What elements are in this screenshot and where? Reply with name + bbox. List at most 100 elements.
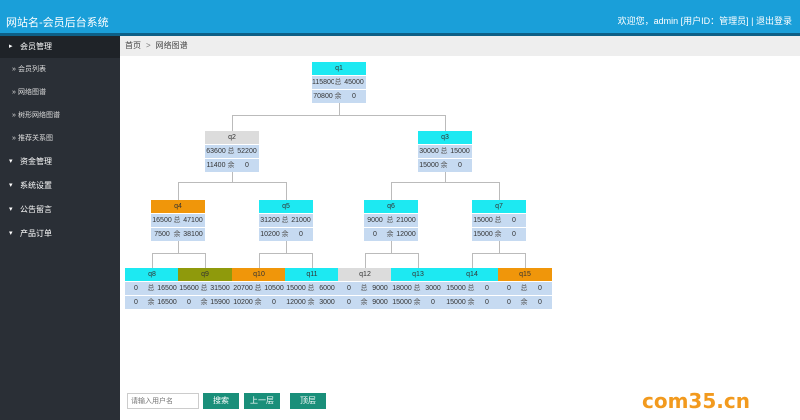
sidebar-group-finance[interactable]: ▾ 资金管理 <box>0 151 120 173</box>
node-name: q6 <box>364 200 418 213</box>
tree-node-q2[interactable]: q2 63600 总 52200 11400 余 0 <box>205 131 259 172</box>
node-left-total: 15000 <box>286 285 306 292</box>
node-left-remain: 15000 <box>392 299 412 306</box>
total-label: 总 <box>227 148 235 155</box>
node-remain-row: 15000 余 0 <box>445 296 499 309</box>
node-right-remain: 9000 <box>372 299 388 306</box>
tree-node-q8[interactable]: q8 0 总 16500 0 余 16500 <box>125 268 179 309</box>
node-total-row: 9000 总 21000 <box>364 214 418 227</box>
watermark-text: com35.cn <box>642 389 750 413</box>
chevron-down-icon: ▾ <box>9 230 13 237</box>
welcome-text[interactable]: 欢迎您，admin [用户ID：管理员] | 退出登录 <box>617 16 792 26</box>
tree-node-q15[interactable]: q15 0 总 0 0 余 0 <box>498 268 552 309</box>
node-right-remain: 0 <box>538 299 542 306</box>
node-remain-row: 11400 余 0 <box>205 159 259 172</box>
remain-label: 余 <box>147 299 155 306</box>
node-left-remain: 0 <box>347 299 351 306</box>
node-left-remain: 0 <box>507 299 511 306</box>
sidebar-item-referral-map[interactable]: » 推荐关系图 <box>0 128 120 150</box>
total-label: 总 <box>413 285 421 292</box>
watermark-graphic: com35.cn <box>642 389 750 413</box>
breadcrumb: 首页 > 网络图谱 <box>120 36 800 56</box>
sidebar-group-settings[interactable]: ▾ 系统设置 <box>0 175 120 197</box>
connector-line <box>286 182 287 200</box>
remain-label: 余 <box>520 299 528 306</box>
sidebar-item-network-map[interactable]: » 网络图谱 <box>0 82 120 104</box>
sidebar-group-notice[interactable]: ▾ 公告留言 <box>0 199 120 221</box>
up-level-button[interactable]: 上一层 <box>244 393 280 409</box>
node-remain-row: 0 余 16500 <box>125 296 179 309</box>
remain-label: 余 <box>307 299 315 306</box>
tree-node-q13[interactable]: q13 18000 总 3000 15000 余 0 <box>391 268 445 309</box>
remain-label: 余 <box>386 231 394 238</box>
total-label: 总 <box>147 285 155 292</box>
node-right-total: 21000 <box>291 217 311 224</box>
node-left-total: 0 <box>507 285 511 292</box>
tree-node-q5[interactable]: q5 31200 总 21000 10200 余 0 <box>259 200 313 241</box>
node-remain-row: 7500 余 38100 <box>151 228 205 241</box>
node-left-remain: 0 <box>373 231 377 238</box>
remain-label: 余 <box>440 162 448 169</box>
connector-line <box>286 241 287 253</box>
username-search-input[interactable] <box>127 393 199 409</box>
tree-node-q14[interactable]: q14 15000 总 0 15000 余 0 <box>445 268 499 309</box>
bullet-icon: » <box>12 89 16 96</box>
chevron-down-icon: ▾ <box>9 158 13 165</box>
node-right-total: 10500 <box>264 285 284 292</box>
node-right-total: 0 <box>512 217 516 224</box>
tree-node-q7[interactable]: q7 15000 总 0 15000 余 0 <box>472 200 526 241</box>
sidebar-group-label: 产品订单 <box>20 229 52 238</box>
connector-line <box>472 253 473 268</box>
top-level-button[interactable]: 顶层 <box>290 393 326 409</box>
sidebar-item-label: 树形网络图谱 <box>18 112 60 119</box>
sidebar-group-label: 资金管理 <box>20 157 52 166</box>
tree-node-q6[interactable]: q6 9000 总 21000 0 余 12000 <box>364 200 418 241</box>
sidebar-item-member-list[interactable]: » 会员列表 <box>0 59 120 81</box>
tree-node-q11[interactable]: q11 15000 总 6000 12000 余 3000 <box>285 268 339 309</box>
watermark-logo: com35.cn <box>640 388 800 414</box>
tree-node-q4[interactable]: q4 16500 总 47100 7500 余 38100 <box>151 200 205 241</box>
connector-line <box>499 241 500 253</box>
connector-line <box>391 182 499 183</box>
sidebar-group-label: 系统设置 <box>20 181 52 190</box>
node-remain-row: 0 余 12000 <box>364 228 418 241</box>
sidebar-group-orders[interactable]: ▾ 产品订单 <box>0 223 120 245</box>
node-left-remain: 15000 <box>419 162 439 169</box>
connector-line <box>391 241 392 253</box>
node-remain-row: 12000 余 3000 <box>285 296 339 309</box>
connector-line <box>232 115 233 131</box>
sidebar-group-member[interactable]: ▸ 会员管理 <box>0 36 120 58</box>
node-right-remain: 0 <box>458 162 462 169</box>
node-name: q5 <box>259 200 313 213</box>
tree-node-q3[interactable]: q3 30000 总 15000 15000 余 0 <box>418 131 472 172</box>
node-left-total: 0 <box>134 285 138 292</box>
node-right-total: 15000 <box>450 148 470 155</box>
node-total-row: 115800 总 45000 <box>312 76 366 89</box>
sidebar-item-tree-map[interactable]: » 树形网络图谱 <box>0 105 120 127</box>
node-left-total: 115800 <box>312 79 334 86</box>
connector-line <box>525 253 526 268</box>
node-left-remain: 10200 <box>260 231 280 238</box>
bullet-icon: » <box>12 112 16 119</box>
tree-node-q1[interactable]: q1 115800 总 45000 70800 余 0 <box>312 62 366 103</box>
node-name: q15 <box>498 268 552 281</box>
search-button[interactable]: 搜索 <box>203 393 239 409</box>
total-label: 总 <box>386 217 394 224</box>
node-left-total: 18000 <box>392 285 412 292</box>
node-left-remain: 70800 <box>313 93 333 100</box>
node-remain-row: 70800 余 0 <box>312 90 366 103</box>
tree-node-q12[interactable]: q12 0 总 9000 0 余 9000 <box>338 268 392 309</box>
node-name: q7 <box>472 200 526 213</box>
tree-node-q9[interactable]: q9 15600 总 31500 0 余 15900 <box>178 268 232 309</box>
node-right-remain: 16500 <box>157 299 177 306</box>
remain-label: 余 <box>467 299 475 306</box>
node-name: q13 <box>391 268 445 281</box>
connector-line <box>259 253 260 268</box>
node-right-total: 0 <box>485 285 489 292</box>
breadcrumb-home[interactable]: 首页 <box>125 41 141 50</box>
node-left-total: 63600 <box>206 148 226 155</box>
node-total-row: 63600 总 52200 <box>205 145 259 158</box>
tree-node-q10[interactable]: q10 20700 总 10500 10200 余 0 <box>232 268 286 309</box>
node-right-remain: 0 <box>352 93 356 100</box>
connector-line <box>418 253 419 268</box>
